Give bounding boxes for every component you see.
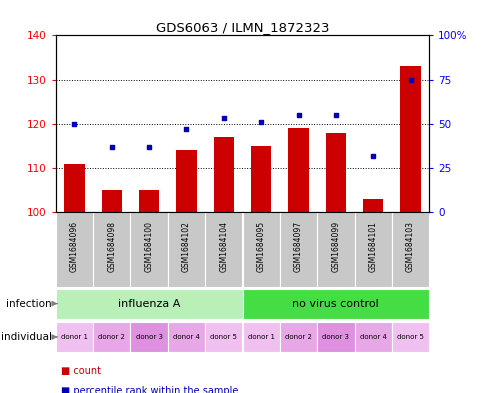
Text: donor 4: donor 4 (359, 334, 386, 340)
Bar (362, 199, 383, 212)
Bar (250, 146, 271, 212)
Text: donor 3: donor 3 (322, 334, 348, 340)
Text: GSM1684104: GSM1684104 (219, 221, 228, 272)
Text: GSM1684103: GSM1684103 (405, 221, 414, 272)
Point (369, 152, 377, 159)
Point (182, 126, 190, 132)
Text: GSM1684101: GSM1684101 (368, 221, 377, 272)
Bar (56, 322, 93, 352)
Bar (167, 322, 205, 352)
Text: no virus control: no virus control (292, 299, 378, 309)
Bar (130, 212, 167, 287)
Bar (213, 137, 234, 212)
Text: donor 5: donor 5 (210, 334, 237, 340)
Bar (354, 322, 391, 352)
Point (406, 76, 413, 83)
Text: donor 1: donor 1 (247, 334, 274, 340)
Point (107, 143, 115, 150)
Point (71, 121, 78, 127)
Point (257, 119, 265, 125)
Bar (242, 322, 279, 352)
Bar (242, 212, 279, 287)
Bar (287, 128, 308, 212)
Text: influenza A: influenza A (118, 299, 180, 309)
Bar (167, 212, 205, 287)
Bar (130, 322, 167, 352)
Text: donor 2: donor 2 (98, 334, 125, 340)
Bar (56, 288, 242, 319)
Bar (242, 288, 428, 319)
Bar (317, 322, 354, 352)
Bar (325, 132, 346, 212)
Point (294, 112, 302, 118)
Text: GSM1684097: GSM1684097 (293, 221, 302, 272)
Bar (64, 163, 85, 212)
Text: donor 3: donor 3 (136, 334, 162, 340)
Text: donor 1: donor 1 (61, 334, 88, 340)
Title: GDS6063 / ILMN_1872323: GDS6063 / ILMN_1872323 (155, 21, 329, 34)
Bar (205, 212, 242, 287)
Text: GSM1684100: GSM1684100 (144, 221, 153, 272)
Point (331, 112, 339, 118)
Bar (391, 212, 428, 287)
Text: GSM1684102: GSM1684102 (182, 221, 191, 272)
Bar (101, 190, 122, 212)
Text: donor 2: donor 2 (285, 334, 311, 340)
Text: donor 4: donor 4 (173, 334, 199, 340)
Text: GSM1684099: GSM1684099 (331, 221, 340, 272)
Point (145, 143, 153, 150)
Text: ■ percentile rank within the sample: ■ percentile rank within the sample (60, 386, 238, 393)
Bar (93, 322, 130, 352)
Bar (279, 212, 317, 287)
Text: GSM1684098: GSM1684098 (107, 221, 116, 272)
Bar (354, 212, 391, 287)
Bar (399, 66, 420, 212)
Text: GSM1684096: GSM1684096 (70, 221, 79, 272)
Bar (56, 212, 93, 287)
Bar (176, 150, 197, 212)
Text: GSM1684095: GSM1684095 (256, 221, 265, 272)
Text: infection: infection (6, 299, 52, 309)
Text: ■ count: ■ count (60, 366, 100, 376)
Bar (205, 322, 242, 352)
Bar (391, 322, 428, 352)
Text: donor 5: donor 5 (396, 334, 423, 340)
Bar (279, 322, 317, 352)
Bar (93, 212, 130, 287)
Bar (317, 212, 354, 287)
Text: individual: individual (1, 332, 52, 342)
Point (219, 115, 227, 121)
Bar (138, 190, 159, 212)
